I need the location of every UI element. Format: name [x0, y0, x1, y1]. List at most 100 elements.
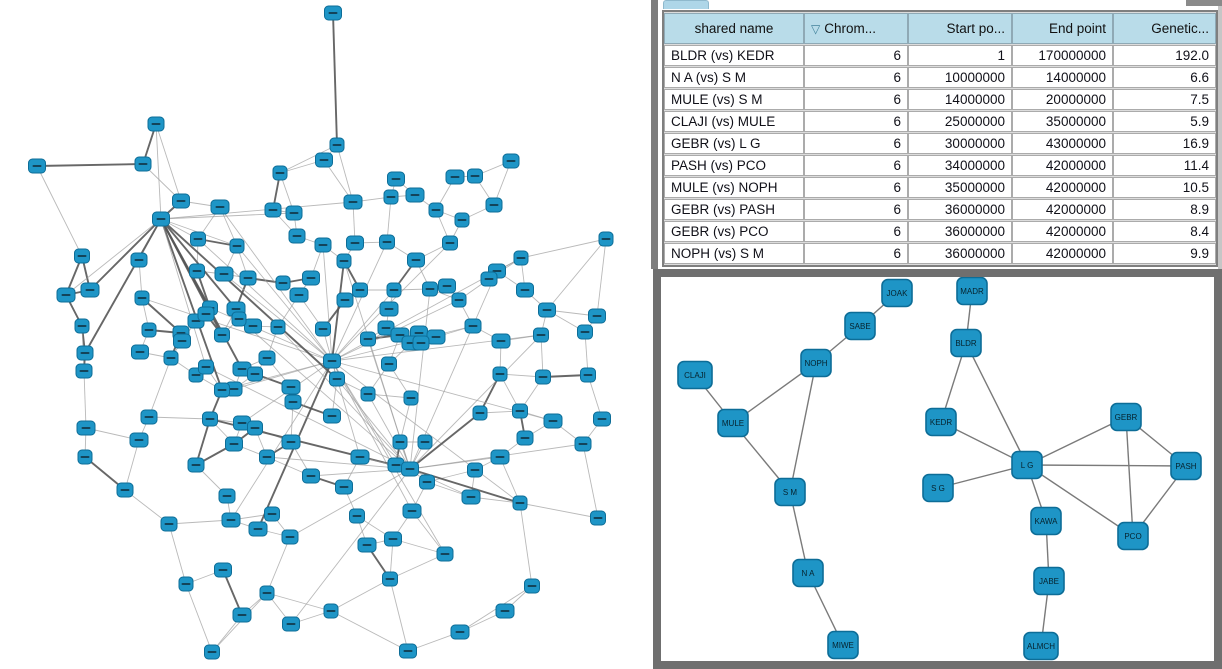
- table-row[interactable]: N A (vs) S M 6 10000000 14000000 6.6: [664, 67, 1216, 88]
- graph-node[interactable]: [281, 379, 301, 395]
- table-row[interactable]: NOPH (vs) S M 6 36000000 42000000 9.9: [664, 243, 1216, 264]
- graph-node[interactable]: [577, 324, 593, 340]
- graph-node[interactable]: [244, 318, 262, 334]
- graph-node[interactable]: [426, 329, 446, 345]
- table-cell[interactable]: N A (vs) S M: [664, 67, 804, 88]
- graph-node[interactable]: [461, 489, 481, 505]
- table-cell[interactable]: 20000000: [1012, 89, 1113, 110]
- table-cell[interactable]: 16.9: [1113, 133, 1216, 154]
- graph-node[interactable]: [480, 271, 498, 287]
- graph-node[interactable]: [593, 411, 611, 427]
- graph-node[interactable]: [379, 301, 399, 317]
- table-row[interactable]: MULE (vs) NOPH 6 35000000 42000000 10.5: [664, 177, 1216, 198]
- table-row[interactable]: GEBR (vs) L G 6 30000000 43000000 16.9: [664, 133, 1216, 154]
- table-cell[interactable]: GEBR (vs) L G: [664, 133, 804, 154]
- table-cell[interactable]: MULE (vs) NOPH: [664, 177, 804, 198]
- graph-node[interactable]: [289, 287, 309, 303]
- graph-node[interactable]: [323, 353, 341, 369]
- graph-node-shape[interactable]: [1011, 450, 1043, 480]
- graph-node[interactable]: [405, 187, 425, 203]
- graph-node[interactable]: [160, 516, 178, 532]
- graph-node[interactable]: [172, 193, 190, 209]
- table-cell[interactable]: 6: [804, 111, 908, 132]
- table-cell[interactable]: 10.5: [1113, 177, 1216, 198]
- graph-node[interactable]: JOAK: [881, 278, 913, 308]
- graph-node[interactable]: [329, 137, 345, 153]
- graph-node[interactable]: [131, 344, 149, 360]
- graph-node[interactable]: [134, 290, 150, 306]
- graph-node[interactable]: PCO: [1117, 521, 1149, 551]
- graph-node[interactable]: [221, 512, 241, 528]
- table-cell[interactable]: 25000000: [908, 111, 1012, 132]
- column-header-0[interactable]: shared name: [664, 13, 804, 44]
- graph-node[interactable]: [336, 253, 352, 269]
- table-cell[interactable]: 36000000: [908, 243, 1012, 264]
- graph-node[interactable]: [384, 531, 402, 547]
- graph-node[interactable]: [284, 394, 302, 410]
- graph-node[interactable]: [492, 366, 508, 382]
- graph-node[interactable]: [258, 350, 276, 366]
- table-cell[interactable]: NOPH (vs) S M: [664, 243, 804, 264]
- table-cell[interactable]: 42000000: [1012, 155, 1113, 176]
- graph-node-shape[interactable]: [800, 348, 832, 378]
- graph-node[interactable]: [419, 474, 435, 490]
- graph-node[interactable]: [232, 607, 252, 623]
- graph-node[interactable]: [282, 616, 300, 632]
- table-cell[interactable]: 11.4: [1113, 155, 1216, 176]
- graph-node-shape[interactable]: [956, 277, 988, 306]
- graph-node[interactable]: [512, 495, 528, 511]
- graph-node[interactable]: [264, 202, 282, 218]
- graph-node[interactable]: [302, 270, 320, 286]
- graph-node-shape[interactable]: [792, 558, 824, 588]
- graph-node[interactable]: L G: [1011, 450, 1043, 480]
- graph-node-shape[interactable]: [950, 328, 982, 358]
- graph-node[interactable]: [360, 331, 376, 347]
- graph-node[interactable]: [259, 449, 275, 465]
- graph-node[interactable]: SABE: [844, 311, 876, 341]
- graph-node[interactable]: [349, 508, 365, 524]
- graph-node[interactable]: [77, 449, 93, 465]
- table-cell[interactable]: 6: [804, 45, 908, 66]
- graph-node[interactable]: [454, 212, 470, 228]
- graph-node[interactable]: [387, 171, 405, 187]
- edge-table-tab[interactable]: [663, 0, 709, 9]
- graph-node[interactable]: [438, 278, 456, 294]
- graph-node[interactable]: [187, 457, 205, 473]
- graph-node[interactable]: [451, 292, 467, 308]
- table-cell[interactable]: 6: [804, 89, 908, 110]
- graph-node[interactable]: [259, 585, 275, 601]
- graph-node[interactable]: [74, 318, 90, 334]
- graph-node[interactable]: PASH: [1170, 451, 1202, 481]
- graph-node[interactable]: [189, 263, 205, 279]
- graph-node[interactable]: [76, 420, 96, 436]
- graph-node[interactable]: [247, 420, 263, 436]
- graph-node[interactable]: [543, 413, 563, 429]
- graph-node[interactable]: [248, 521, 268, 537]
- graph-node[interactable]: [402, 503, 422, 519]
- graph-node-shape[interactable]: [844, 311, 876, 341]
- graph-node[interactable]: [288, 228, 306, 244]
- graph-node[interactable]: [129, 432, 149, 448]
- graph-node[interactable]: NOPH: [800, 348, 832, 378]
- graph-node[interactable]: [445, 169, 465, 185]
- graph-node[interactable]: [422, 281, 438, 297]
- table-cell[interactable]: GEBR (vs) PASH: [664, 199, 804, 220]
- graph-node[interactable]: [275, 275, 291, 291]
- table-cell[interactable]: 5.9: [1113, 111, 1216, 132]
- table-cell[interactable]: 14000000: [908, 89, 1012, 110]
- table-cell[interactable]: 6: [804, 221, 908, 242]
- graph-node[interactable]: [272, 165, 288, 181]
- graph-node[interactable]: [80, 282, 100, 298]
- graph-node[interactable]: GEBR: [1110, 402, 1142, 432]
- graph-node[interactable]: [524, 578, 540, 594]
- table-cell[interactable]: 7.5: [1113, 89, 1216, 110]
- graph-node[interactable]: [214, 266, 234, 282]
- table-row[interactable]: GEBR (vs) PASH 6 36000000 42000000 8.9: [664, 199, 1216, 220]
- graph-node[interactable]: [417, 434, 433, 450]
- graph-node[interactable]: [538, 302, 556, 318]
- graph-node-shape[interactable]: [1023, 631, 1059, 661]
- graph-node[interactable]: [229, 238, 245, 254]
- graph-node[interactable]: [225, 436, 243, 452]
- graph-node[interactable]: MULE: [717, 408, 749, 438]
- graph-node[interactable]: [343, 194, 363, 210]
